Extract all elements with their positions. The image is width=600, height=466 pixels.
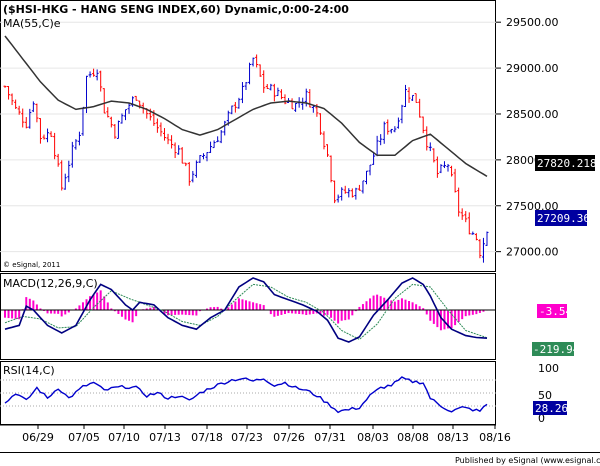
date-axis-label: 08/08 xyxy=(397,431,429,444)
price-axis-label: 27000.00 xyxy=(506,246,559,259)
macd-title: MACD(12,26,9,C) xyxy=(3,277,98,290)
price-value-badge xyxy=(535,210,587,226)
rsi-axis-50: 50 xyxy=(538,389,552,402)
macd-value-badge xyxy=(532,342,574,356)
price-axis-label: 29000.00 xyxy=(506,62,559,75)
chart-title: ($HSI-HKG - HANG SENG INDEX,60) Dynamic,… xyxy=(3,3,349,16)
rsi-line xyxy=(4,376,488,414)
price-value-text: 27209.36 xyxy=(537,212,590,225)
price-panel xyxy=(0,0,496,272)
rsi-axis-100: 100 xyxy=(538,362,559,375)
copyright-text: © eSignal, 2011 xyxy=(3,261,60,269)
ma-label: MA(55,C)e xyxy=(3,17,61,30)
footer-text: Published by eSignal (www.esignal.com) xyxy=(455,456,600,465)
macd-hist-value: -3.54 xyxy=(539,305,572,318)
rsi-axis-0: 0 xyxy=(538,412,545,425)
date-axis-label: 07/10 xyxy=(108,431,140,444)
date-axis-label: 07/26 xyxy=(273,431,305,444)
macd-hist-badge xyxy=(537,304,567,318)
price-axis-label: 27500.00 xyxy=(506,200,559,213)
date-axis: 06/29 07/05 07/10 07/13 07/18 07/23 07/26 07/31… xyxy=(22,425,511,444)
date-axis-label: 08/03 xyxy=(357,431,389,444)
date-axis-label: 08/13 xyxy=(437,431,469,444)
ma-55-line xyxy=(4,35,488,178)
rsi-value-text: 28.26 xyxy=(535,402,568,415)
macd-signal-line xyxy=(4,283,488,340)
price-axis-label: 29500.00 xyxy=(506,16,559,29)
ma-value-badge xyxy=(535,155,595,171)
date-axis-label: 07/23 xyxy=(231,431,263,444)
macd-histogram xyxy=(4,290,488,331)
rsi-value-badge xyxy=(533,401,567,415)
date-axis-label: 06/29 xyxy=(22,431,54,444)
macd-value-text: -219.94 xyxy=(533,343,580,356)
macd-panel xyxy=(0,273,496,360)
rsi-title: RSI(14,C) xyxy=(3,364,55,377)
rsi-panel xyxy=(0,361,496,425)
date-axis-label: 07/18 xyxy=(191,431,223,444)
ma-value-text: 27820.2184 xyxy=(537,157,600,170)
price-axis-label: 28500.00 xyxy=(506,108,559,121)
date-axis-label: 07/31 xyxy=(314,431,346,444)
date-axis-label: 08/16 xyxy=(479,431,511,444)
date-axis-label: 07/13 xyxy=(149,431,181,444)
macd-line xyxy=(4,277,488,343)
date-axis-label: 07/05 xyxy=(68,431,100,444)
